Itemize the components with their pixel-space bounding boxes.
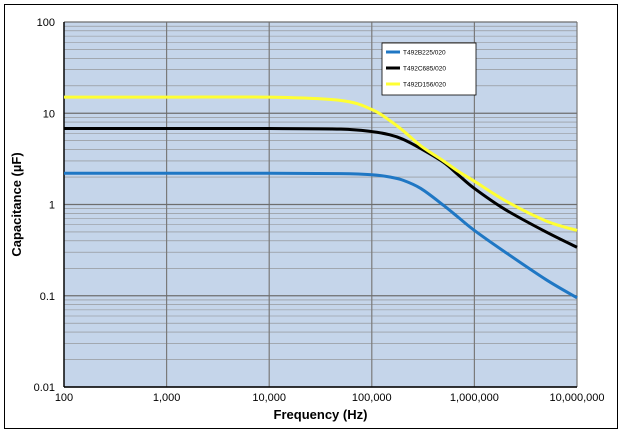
series-line-2 bbox=[63, 95, 578, 232]
y-tick-label: 1 bbox=[49, 200, 55, 212]
series-line-1 bbox=[64, 126, 578, 249]
x-tick-label: 10,000 bbox=[252, 392, 286, 404]
x-tick-label: 1,000,000 bbox=[450, 392, 499, 404]
major-gridlines bbox=[63, 21, 578, 388]
y-tick-label: 100 bbox=[37, 17, 55, 29]
x-tick-label: 1,000 bbox=[153, 392, 181, 404]
y-tick-label: 10 bbox=[43, 108, 55, 120]
legend: T492B225/020 T492C685/020 T492D156/020 bbox=[381, 42, 477, 96]
y-tick-label: 0.1 bbox=[40, 291, 55, 303]
legend-label: T492D156/020 bbox=[403, 82, 446, 89]
y-tick-labels: 0.01 0.1 1 10 100 bbox=[34, 17, 55, 394]
x-tick-label: 10,000,000 bbox=[549, 392, 604, 404]
y-axis-title: Capacitance (µF) bbox=[9, 152, 24, 256]
minor-gridlines bbox=[64, 25, 577, 360]
legend-label: T492C685/020 bbox=[403, 66, 446, 73]
x-tick-labels: 100 1,000 10,000 100,000 1,000,000 10,000,000 bbox=[55, 392, 605, 404]
x-tick-label: 100,000 bbox=[352, 392, 392, 404]
x-tick-label: 100 bbox=[55, 392, 73, 404]
series-line-0 bbox=[64, 171, 578, 300]
x-axis-title: Frequency (Hz) bbox=[274, 407, 368, 422]
legend-label: T492B225/020 bbox=[403, 50, 446, 57]
y-tick-label: 0.01 bbox=[34, 382, 55, 394]
chart-frame bbox=[4, 4, 618, 429]
series-lines bbox=[63, 95, 578, 300]
